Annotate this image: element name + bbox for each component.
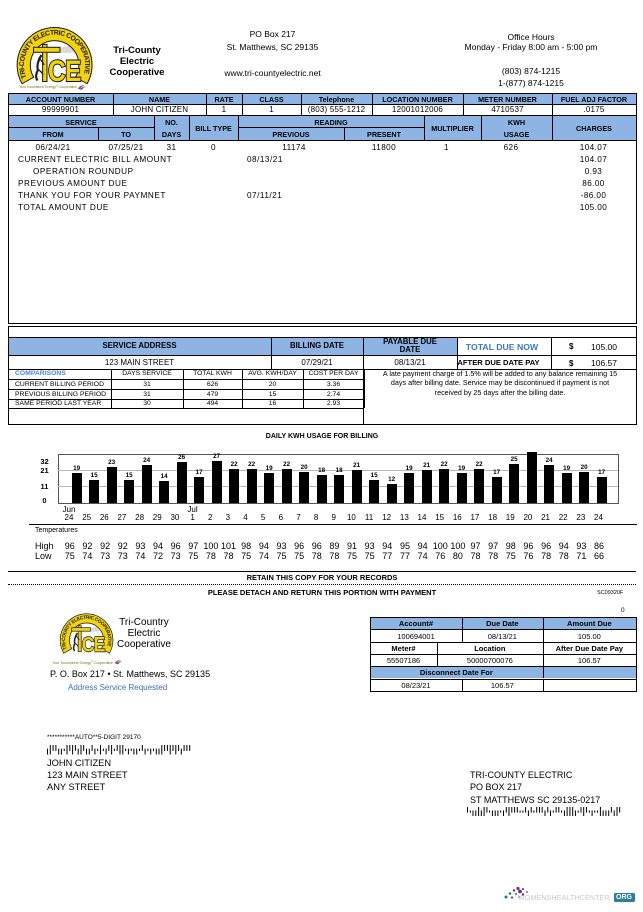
svg-text:CE: CE	[82, 634, 106, 656]
svg-text:CE: CE	[48, 54, 81, 87]
